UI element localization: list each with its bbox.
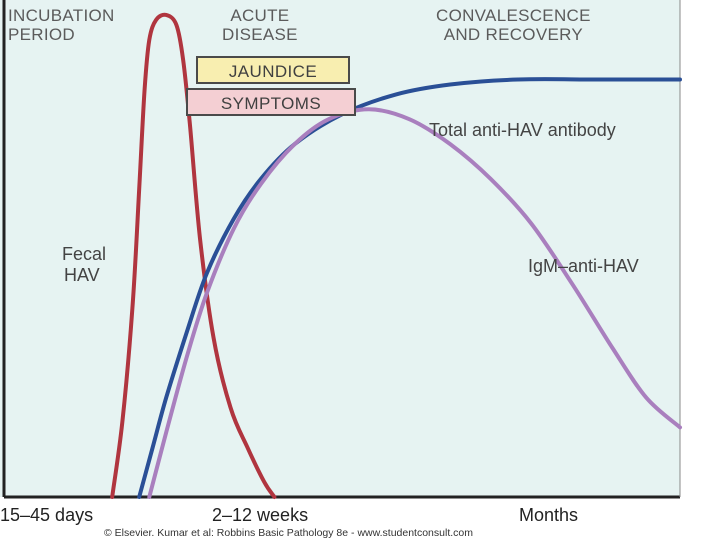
series-label-fecal-line2: HAV [64,265,100,285]
x-tick-months: Months [519,505,579,525]
series-label-fecal-line1: Fecal [62,244,106,264]
phase-incubation: INCUBATION PERIOD [8,6,115,44]
series-label-igm: IgM–anti-HAV [528,256,639,276]
copyright-credit: © Elsevier. Kumar et al: Robbins Basic P… [104,527,473,539]
phase-acute-line1: ACUTE [230,6,290,25]
phase-acute-line2: DISEASE [222,25,298,44]
phase-incubation-line2: PERIOD [8,25,75,44]
phase-incubation-line1: INCUBATION [8,6,115,25]
phase-convalescence-line2: AND RECOVERY [443,25,584,44]
phase-convalescence-line1: CONVALESCENCE [436,6,591,25]
phase-convalescence: CONVALESCENCE AND RECOVERY [436,6,591,44]
jaundice-badge: JAUNDICE [196,56,350,84]
igm-anti-hav-line [147,107,682,499]
symptoms-badge: SYMPTOMS [186,88,356,116]
series-label-total: Total anti-HAV antibody [429,120,616,140]
x-tick-weeks: 2–12 weeks [212,505,309,525]
x-tick-days: 15–45 days [0,505,94,525]
fecal-hav-line [110,12,277,499]
phase-acute: ACUTE DISEASE [222,6,298,44]
